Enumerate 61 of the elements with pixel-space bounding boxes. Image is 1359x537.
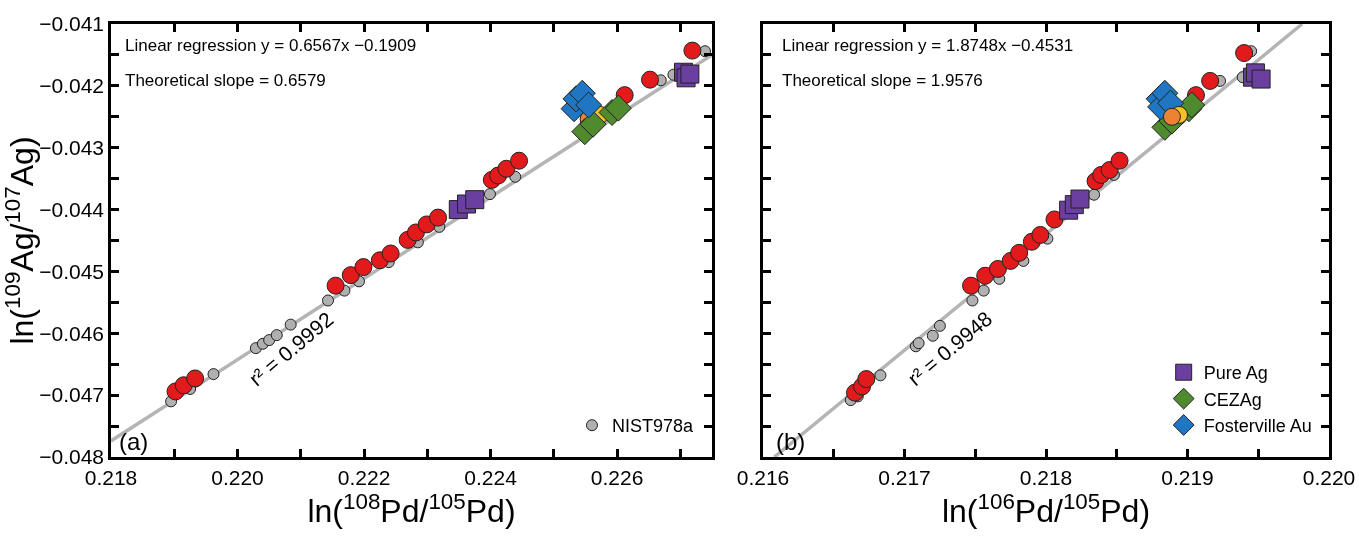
point bbox=[483, 188, 496, 201]
point bbox=[1110, 151, 1129, 170]
x-axis-title: ln($^{106}$Pd/$^{105}$Pd) bbox=[941, 488, 1151, 530]
point bbox=[977, 284, 990, 297]
legend-label: NIST978a bbox=[611, 416, 695, 437]
point bbox=[465, 190, 485, 210]
annotation: (a) bbox=[119, 428, 149, 455]
point bbox=[962, 276, 981, 295]
y-tick-label: −0.042 bbox=[39, 74, 105, 98]
point bbox=[341, 266, 360, 285]
point bbox=[1045, 210, 1064, 229]
x-tick-label: 0.220 bbox=[211, 465, 264, 489]
point bbox=[321, 294, 334, 307]
x-tick-label: 0.224 bbox=[464, 465, 518, 489]
x-axis-title: ln($^{108}$Pd/$^{105}$Pd) bbox=[307, 488, 516, 530]
x-tick-label: 0.220 bbox=[1302, 465, 1356, 489]
x-tick-label: 0.222 bbox=[337, 465, 391, 489]
point bbox=[641, 70, 659, 89]
point bbox=[966, 294, 979, 307]
annotation: (b) bbox=[776, 428, 806, 455]
y-tick-label: −0.041 bbox=[39, 12, 105, 36]
y-tick-label: −0.043 bbox=[39, 136, 105, 160]
point bbox=[857, 370, 876, 389]
point bbox=[1010, 243, 1029, 262]
point bbox=[874, 369, 887, 382]
point bbox=[988, 259, 1007, 278]
point bbox=[186, 369, 205, 388]
point bbox=[354, 258, 373, 277]
point bbox=[926, 329, 939, 342]
point bbox=[1201, 71, 1220, 90]
x-tick-label: 0.218 bbox=[1019, 465, 1073, 489]
annotation: Linear regression y = 1.8748x −0.4531 bbox=[782, 36, 1074, 55]
annotation: Theoretical slope = 1.9576 bbox=[782, 71, 983, 90]
x-tick-label: 0.217 bbox=[878, 465, 931, 489]
y-tick-label: −0.046 bbox=[39, 321, 105, 345]
point bbox=[604, 94, 632, 122]
y-tick-label: −0.045 bbox=[39, 259, 105, 283]
point bbox=[1070, 189, 1090, 209]
point bbox=[1251, 69, 1271, 89]
legend-label: Fosterville Au bbox=[1203, 416, 1312, 437]
point bbox=[579, 110, 607, 138]
point bbox=[326, 276, 345, 295]
point bbox=[207, 368, 220, 381]
point bbox=[1031, 225, 1050, 244]
point bbox=[1235, 44, 1254, 63]
point bbox=[497, 159, 516, 178]
point bbox=[575, 91, 603, 119]
y-tick-label: −0.047 bbox=[39, 383, 105, 407]
y-tick-label: −0.044 bbox=[39, 197, 105, 221]
point bbox=[381, 244, 400, 263]
point bbox=[683, 41, 702, 60]
annotation: Linear regression y = 0.6567x −0.1909 bbox=[125, 36, 417, 55]
x-tick-label: 0.216 bbox=[736, 465, 790, 489]
x-tick-label: 0.226 bbox=[590, 465, 644, 489]
point bbox=[510, 151, 529, 170]
annotation: Theoretical slope = 0.6579 bbox=[125, 71, 326, 90]
legend-label: Pure Ag bbox=[1203, 363, 1268, 384]
point bbox=[429, 208, 448, 227]
point bbox=[1162, 107, 1181, 126]
legend-label: CEZAg bbox=[1203, 389, 1262, 410]
x-tick-label: 0.219 bbox=[1161, 465, 1214, 489]
